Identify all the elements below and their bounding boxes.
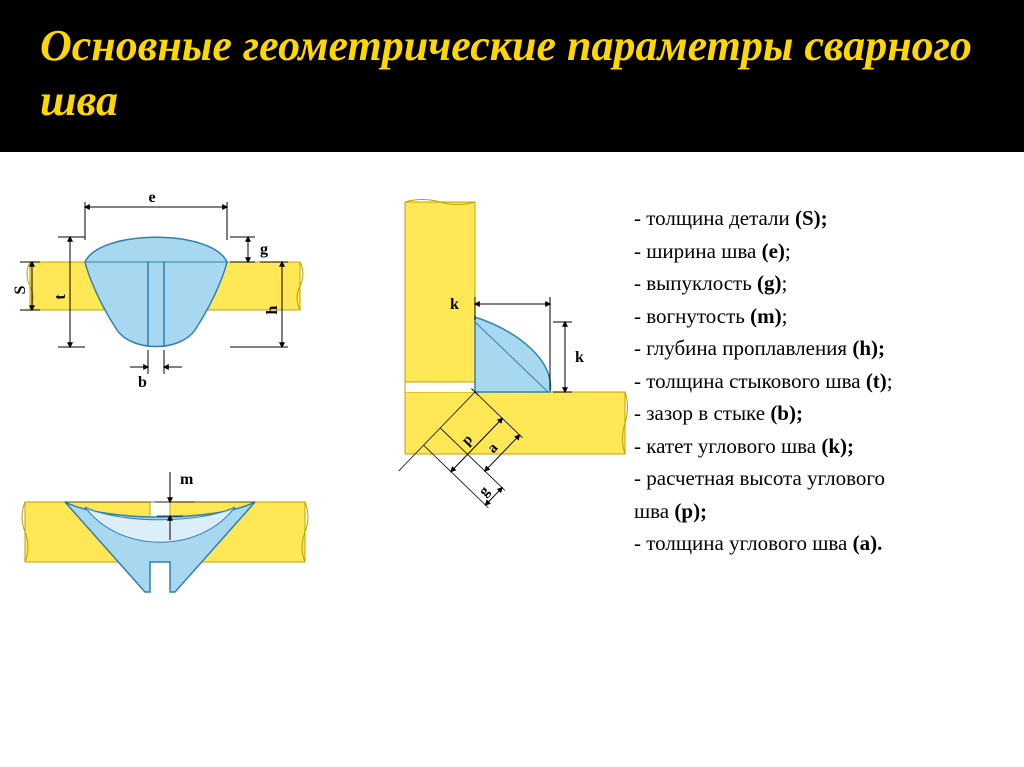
legend-item: - катет углового шва (k); xyxy=(634,430,1004,463)
content-area: e g h t S xyxy=(0,152,1024,759)
butt-weld-concave-diagram: m xyxy=(22,471,308,592)
label-e: e xyxy=(148,189,155,206)
label-h: h xyxy=(264,305,281,314)
diagram-area: e g h t S xyxy=(0,152,640,759)
legend-item: - зазор в стыке (b); xyxy=(634,397,1004,430)
fillet-weld-diagram: k k p xyxy=(395,200,628,534)
legend-item: - толщина стыкового шва (t); xyxy=(634,365,1004,398)
legend-item: шва (p); xyxy=(634,495,1004,528)
butt-weld-convex-diagram: e g h t S xyxy=(12,189,303,391)
legend-item: - ширина шва (е); xyxy=(634,235,1004,268)
label-m: m xyxy=(180,471,194,488)
label-k2: k xyxy=(575,349,584,366)
legend-item: - выпуклость (g); xyxy=(634,267,1004,300)
legend-item: - толщина углового шва (а). xyxy=(634,527,1004,560)
label-g: g xyxy=(260,241,268,258)
label-g2: g xyxy=(476,483,493,500)
weld-diagrams-svg: e g h t S xyxy=(0,152,640,672)
title-bar: Основные геометрические параметры сварно… xyxy=(0,0,1024,152)
legend-item: - вогнутость (m); xyxy=(634,300,1004,333)
label-S: S xyxy=(12,285,29,294)
label-b: b xyxy=(138,374,147,391)
legend-item: - расчетная высота углового xyxy=(634,462,1004,495)
legend: - толщина детали (S); - ширина шва (е); … xyxy=(634,202,1004,560)
page-title: Основные геометрические параметры сварно… xyxy=(40,18,984,128)
legend-item: - толщина детали (S); xyxy=(634,202,1004,235)
legend-item: - глубина проплавления (h); xyxy=(634,332,1004,365)
label-t: t xyxy=(52,294,69,300)
label-k1: k xyxy=(450,296,459,313)
